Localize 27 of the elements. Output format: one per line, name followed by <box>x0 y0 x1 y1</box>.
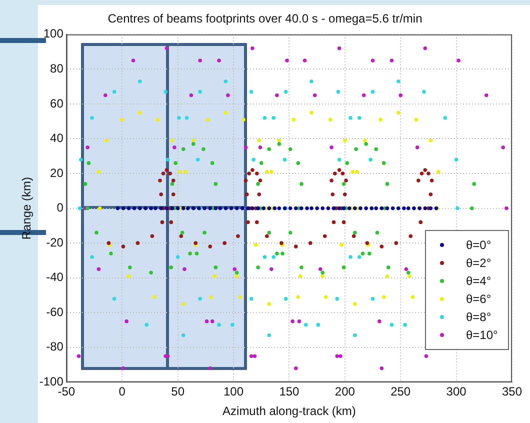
y-tick-label: 40 <box>50 131 64 146</box>
legend-label: θ=0° <box>466 237 492 254</box>
y-tick-label: -80 <box>46 340 64 354</box>
x-tick-label: 50 <box>171 384 185 399</box>
x-axis-title: Azimuth along-track (km) <box>222 404 356 418</box>
y-tick-label: 80 <box>50 61 64 76</box>
x-tick-label: 250 <box>390 384 411 399</box>
y-tick-label: 20 <box>50 166 64 180</box>
legend-label: θ=6° <box>466 291 492 308</box>
y-tick-label: -40 <box>46 270 64 284</box>
y-axis-title: Range (km) <box>20 176 34 240</box>
legend-label: θ=8° <box>466 309 492 326</box>
y-tick-label: -20 <box>46 235 64 250</box>
x-tick-label: 200 <box>334 384 356 399</box>
y-tick-label: -60 <box>46 304 64 319</box>
x-tick-label: 350 <box>502 384 522 399</box>
x-tick-label: 0 <box>118 384 126 399</box>
x-tick-label: 100 <box>223 384 244 399</box>
x-tick-label: 150 <box>279 384 300 399</box>
chart-title: Centres of beams footprints over 40.0 s - omega=5.6 tr/min <box>108 12 422 26</box>
y-tick-label: 60 <box>50 96 64 110</box>
x-tick-label: 300 <box>446 384 467 399</box>
legend-label: θ=2° <box>466 255 492 272</box>
y-tick-label: 100 <box>43 26 64 41</box>
y-tick-label: 0 <box>56 200 64 215</box>
legend-label: θ=10° <box>466 327 498 344</box>
legend-label: θ=4° <box>466 273 492 290</box>
